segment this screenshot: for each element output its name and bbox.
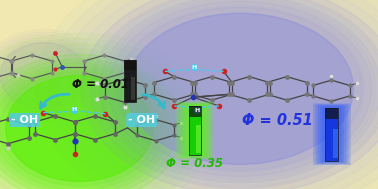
FancyBboxPatch shape [124,60,136,102]
FancyBboxPatch shape [189,106,201,117]
Text: H: H [72,107,77,112]
FancyBboxPatch shape [124,60,136,70]
Text: Φ = 0.01: Φ = 0.01 [72,78,129,91]
Ellipse shape [70,0,378,189]
Ellipse shape [108,1,372,177]
Ellipse shape [104,0,376,180]
Ellipse shape [118,7,363,170]
Ellipse shape [0,37,94,114]
FancyBboxPatch shape [196,125,201,153]
Ellipse shape [0,59,177,189]
Ellipse shape [99,0,378,183]
Ellipse shape [0,32,101,119]
Text: Φ = 0.35: Φ = 0.35 [166,157,223,170]
FancyBboxPatch shape [178,102,212,159]
Text: H: H [194,108,199,113]
Ellipse shape [0,49,190,189]
FancyBboxPatch shape [183,104,207,157]
FancyBboxPatch shape [181,103,209,158]
Ellipse shape [59,0,378,189]
FancyBboxPatch shape [333,129,338,158]
Ellipse shape [81,0,378,189]
Text: Φ = 0.51: Φ = 0.51 [242,112,313,128]
Ellipse shape [0,39,205,189]
FancyBboxPatch shape [325,108,338,161]
FancyBboxPatch shape [176,101,214,159]
Ellipse shape [0,40,90,111]
FancyBboxPatch shape [322,106,342,162]
Ellipse shape [0,71,159,186]
Ellipse shape [6,76,153,181]
Ellipse shape [36,0,378,189]
Ellipse shape [0,54,183,189]
FancyBboxPatch shape [185,105,205,156]
Ellipse shape [0,60,175,189]
Ellipse shape [90,0,378,189]
Ellipse shape [0,35,98,117]
Ellipse shape [0,54,183,189]
Ellipse shape [0,67,165,189]
FancyBboxPatch shape [320,106,344,163]
Ellipse shape [0,44,197,189]
Text: H: H [192,65,197,70]
FancyBboxPatch shape [315,104,349,164]
Ellipse shape [81,0,378,189]
Ellipse shape [0,70,160,187]
Ellipse shape [0,65,168,189]
Ellipse shape [115,6,365,172]
Ellipse shape [93,0,378,187]
Ellipse shape [47,0,378,189]
FancyBboxPatch shape [313,103,351,165]
FancyBboxPatch shape [189,106,201,155]
FancyBboxPatch shape [131,77,135,100]
Text: - OH: - OH [128,115,155,125]
Ellipse shape [127,13,353,164]
Text: - OH: - OH [11,115,38,125]
Ellipse shape [0,43,87,109]
Ellipse shape [0,33,212,189]
FancyBboxPatch shape [318,105,346,163]
FancyBboxPatch shape [325,108,338,119]
Ellipse shape [0,63,171,189]
Ellipse shape [0,29,104,122]
